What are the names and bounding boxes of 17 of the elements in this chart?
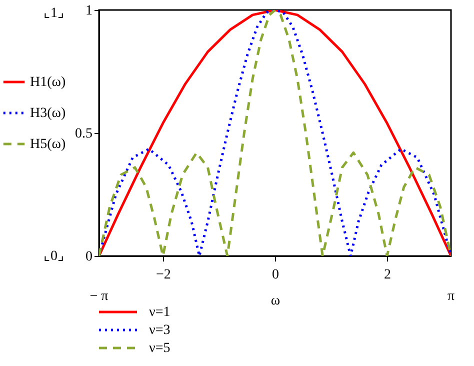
text: π: [447, 289, 455, 304]
y-tick-label: 1: [86, 4, 92, 18]
x-axis-title: ω: [270, 294, 280, 308]
legend-label: H3(ω): [30, 106, 66, 121]
x-tick-label: 0: [272, 268, 279, 282]
y-tick-label: 0.5: [75, 126, 92, 142]
text: ν=1: [149, 305, 170, 320]
text: ⌞0⌟: [44, 249, 64, 264]
legend-label: H5(ω): [30, 137, 66, 152]
x-tick-label: 2: [384, 268, 392, 282]
text: ν=3: [149, 323, 170, 338]
text: ⌞1⌟: [44, 6, 64, 21]
legend-label: H1(ω): [30, 75, 66, 90]
x-tick-label: −2: [156, 268, 171, 282]
text: ν=5: [149, 341, 170, 356]
y-tick-label: 0: [86, 250, 92, 264]
text: − π: [90, 289, 108, 304]
